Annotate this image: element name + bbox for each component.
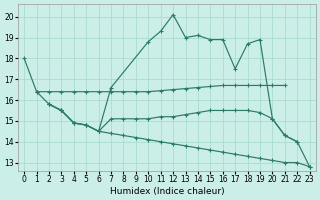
X-axis label: Humidex (Indice chaleur): Humidex (Indice chaleur) (109, 187, 224, 196)
